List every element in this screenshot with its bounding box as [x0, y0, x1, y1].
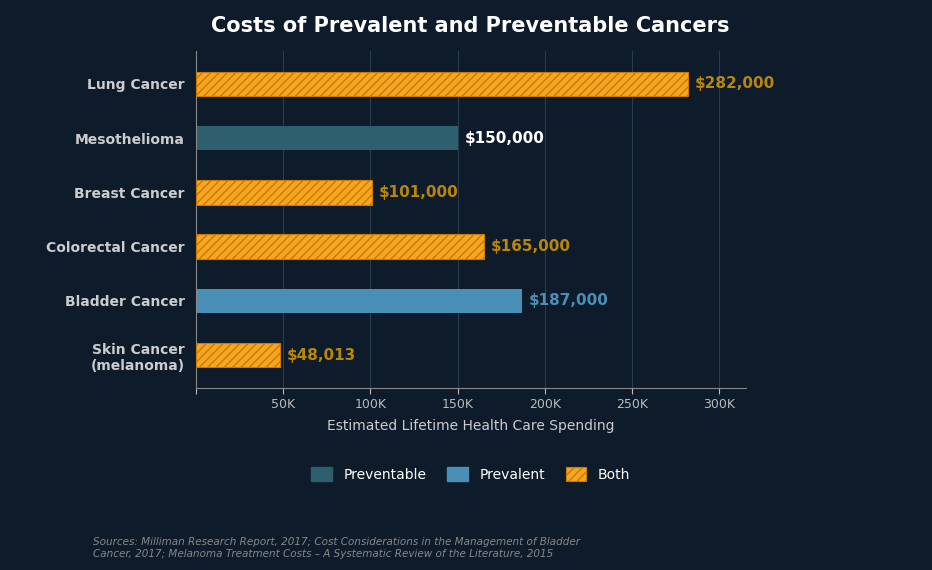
Text: $165,000: $165,000	[491, 239, 570, 254]
Bar	[196, 288, 522, 313]
Bar	[196, 72, 688, 96]
Bar	[196, 180, 372, 205]
Text: $150,000: $150,000	[464, 131, 544, 145]
Text: $48,013: $48,013	[286, 348, 356, 363]
Bar	[196, 343, 280, 367]
Bar	[196, 180, 372, 205]
Text: $187,000: $187,000	[529, 294, 609, 308]
Text: Sources: Milliman Research Report, 2017; Cost Considerations in the Management o: Sources: Milliman Research Report, 2017;…	[93, 537, 581, 559]
X-axis label: Estimated Lifetime Health Care Spending: Estimated Lifetime Health Care Spending	[327, 420, 614, 433]
Bar	[196, 72, 688, 96]
Title: Costs of Prevalent and Preventable Cancers: Costs of Prevalent and Preventable Cance…	[212, 16, 730, 36]
Bar	[196, 126, 458, 150]
Bar	[196, 234, 484, 259]
Text: $282,000: $282,000	[695, 76, 775, 91]
Text: $101,000: $101,000	[379, 185, 459, 200]
Legend: Preventable, Prevalent, Both: Preventable, Prevalent, Both	[311, 467, 630, 482]
Bar	[196, 234, 484, 259]
Bar	[196, 343, 280, 367]
